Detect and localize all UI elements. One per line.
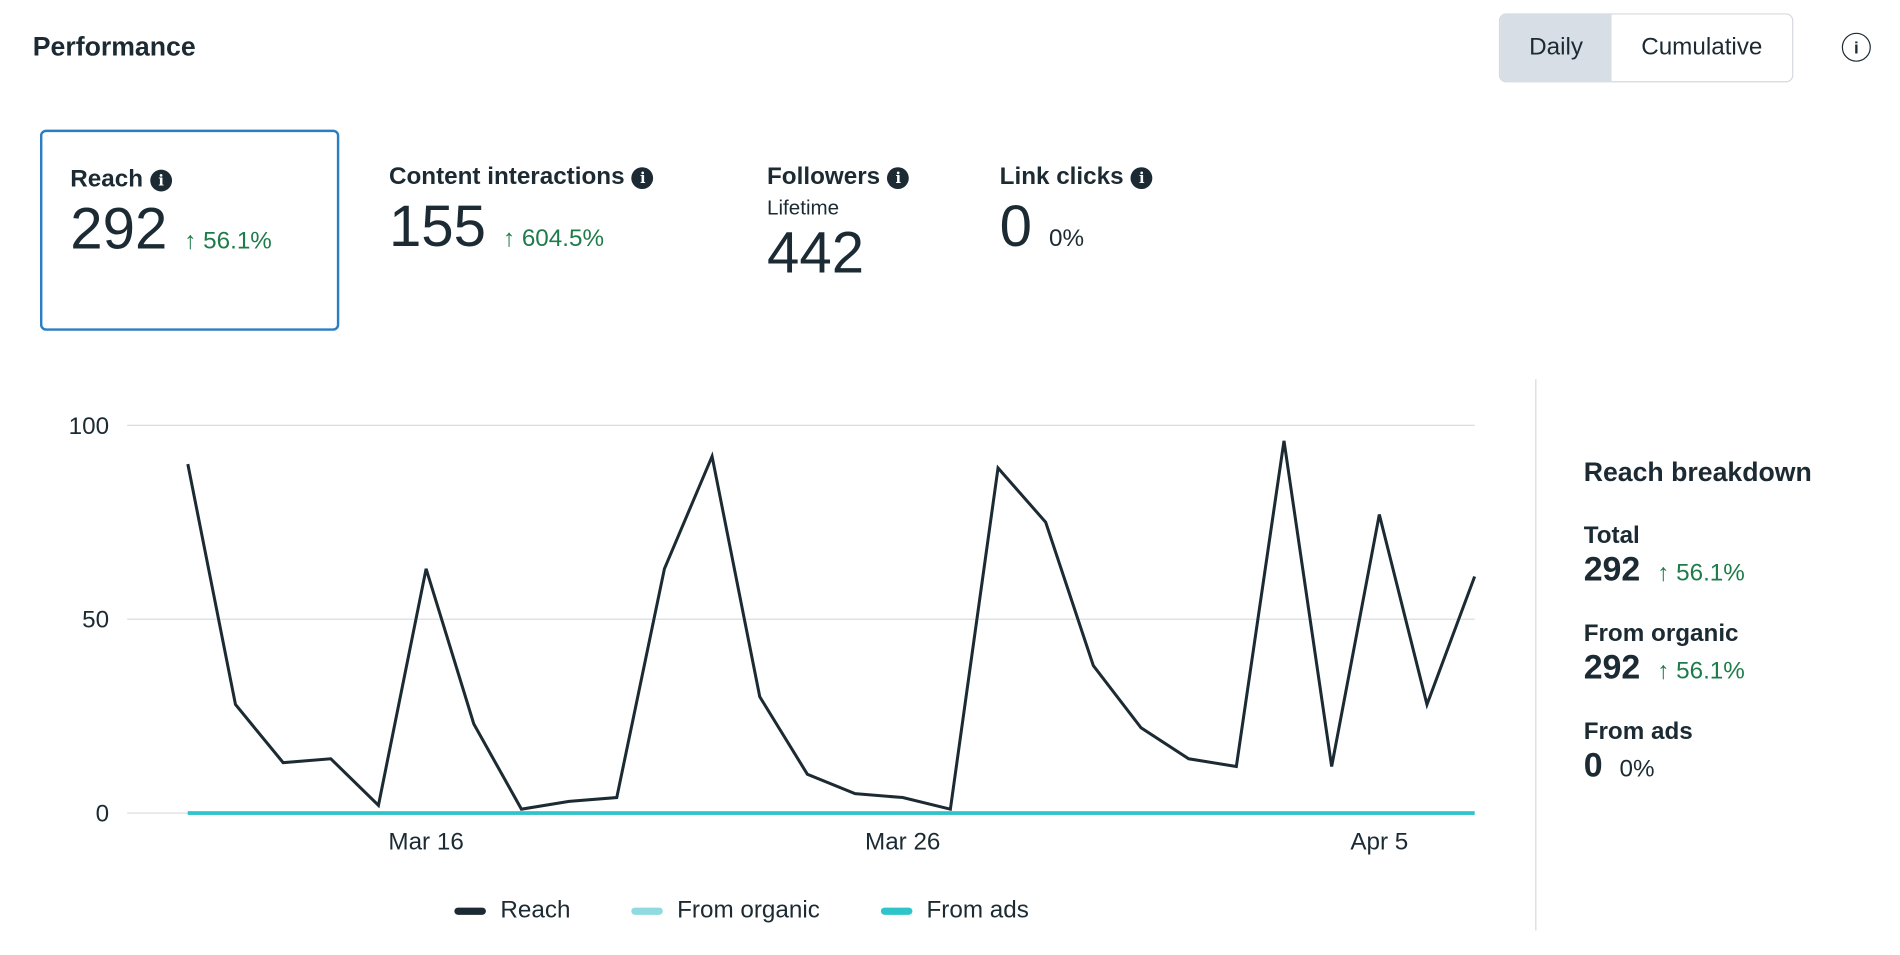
metric-card-reach[interactable]: Reach i 292 ↑ 56.1% [39,129,340,331]
daily-button[interactable]: Daily [1500,14,1613,82]
legend-swatch [631,906,663,915]
view-toggle: Daily Cumulative [1498,13,1793,83]
metric-card-followers[interactable]: Followers i Lifetime 442 [767,163,910,288]
legend-label: From ads [926,896,1029,924]
breakdown-value: 292 [1583,550,1641,588]
metric-delta: ↑ 604.5% [502,225,605,253]
metric-value: 155 [388,195,487,260]
page-title: Performance [32,31,196,62]
info-icon[interactable]: i [887,166,910,189]
breakdown-label: From ads [1583,718,1693,746]
metric-value: 442 [767,221,865,286]
cumulative-button[interactable]: Cumulative [1641,33,1763,61]
metric-label: Link clicks [999,163,1124,191]
metric-label: Followers [767,163,881,191]
legend-label: Reach [500,896,571,924]
breakdown-label: From organic [1583,620,1739,648]
y-tick-label: 0 [96,801,109,828]
y-tick-label: 50 [82,607,109,634]
x-tick-label: Mar 16 [388,828,463,855]
breakdown-title: Reach breakdown [1583,456,1812,488]
metric-value: 0 [999,195,1033,260]
metric-label: Content interactions [388,163,625,191]
info-icon[interactable]: i [631,166,654,189]
divider [1535,379,1537,931]
metric-delta: ↑ 56.1% [184,227,272,255]
legend-swatch [880,906,912,915]
reach-line-chart: 0 50 100 Mar 16 Mar 26 Apr 5 [69,413,1477,855]
breakdown-value: 0 [1583,746,1603,784]
info-circle-icon[interactable]: i [1841,32,1871,62]
legend-label: From organic [677,896,820,924]
metric-card-content-interactions[interactable]: Content interactions i 155 ↑ 604.5% [389,164,654,261]
breakdown-delta: ↑ 56.1% [1657,559,1745,587]
metric-delta: 0% [1048,225,1084,253]
legend-item-organic[interactable]: From organic [631,897,820,925]
legend-item-ads[interactable]: From ads [880,896,1029,925]
series-line-reach [186,440,1477,812]
metric-sublabel: Lifetime [767,196,840,220]
chart-legend: Reach From organic From ads [454,896,1029,925]
legend-item-reach[interactable]: Reach [454,897,570,925]
x-tick-label: Apr 5 [1350,828,1408,855]
metric-value: 292 [70,197,168,262]
metric-card-link-clicks[interactable]: Link clicks i 0 0% [1000,164,1153,261]
breakdown-delta: 0% [1619,756,1655,783]
breakdown-delta: ↑ 56.1% [1657,657,1745,685]
breakdown-value: 292 [1583,648,1641,686]
info-icon[interactable]: i [1130,166,1153,189]
reach-breakdown: Reach breakdown Total 292 ↑ 56.1% From or… [1584,457,1812,785]
info-icon[interactable]: i [150,169,173,191]
metric-label: Reach [70,166,144,193]
x-tick-label: Mar 26 [865,828,940,855]
y-tick-label: 100 [69,413,109,440]
breakdown-label: Total [1583,522,1640,549]
legend-swatch [454,906,486,915]
